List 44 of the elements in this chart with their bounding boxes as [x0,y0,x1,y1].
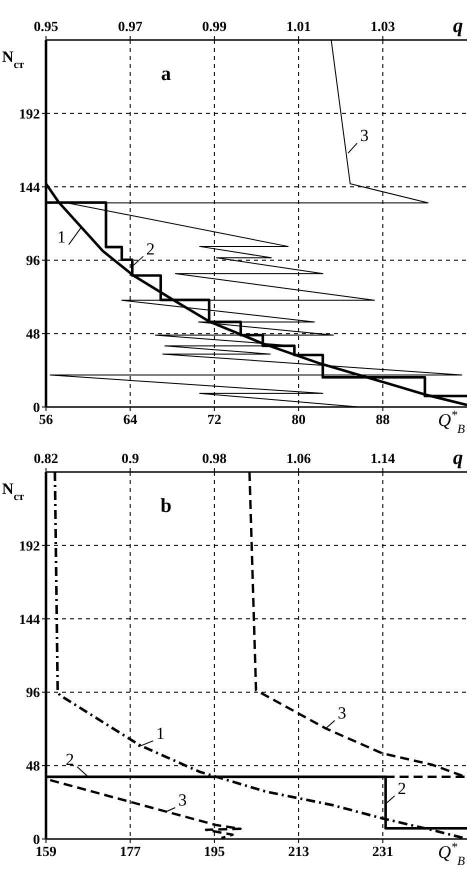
x-tick-label: 72 [207,413,222,428]
x2-tick-label: 0.98 [202,452,227,467]
x2-axis-title: q [453,15,463,37]
y-tick-label: 48 [26,328,40,343]
x-tick-label: 56 [39,413,53,428]
annotation: 3 [178,790,187,810]
annotation: 3 [360,126,369,146]
y-tick-label: 192 [19,107,40,122]
annotation: 1 [57,228,66,247]
x2-tick-label: 1.14 [370,452,396,467]
x2-tick-label: 0.95 [34,20,58,35]
y-tick-label: 144 [19,180,40,196]
y-tick-label: 0 [33,833,40,848]
y-tick-label: 0 [33,401,40,416]
x2-axis-title: q [453,447,463,469]
x-tick-label: 80 [292,413,306,428]
x2-tick-label: 0.9 [121,452,139,467]
x-tick-label: 231 [372,845,394,860]
x2-tick-label: 1.03 [370,20,396,35]
annotation: 2 [146,239,155,258]
x2-tick-label: 1.06 [286,452,311,467]
annotation: 2 [66,750,74,769]
text: a [161,63,171,85]
y-tick-label: 96 [26,686,40,702]
text: b [160,495,172,517]
y-axis-title: N$_{ст}$ [2,49,25,71]
x-tick-label: 159 [36,845,56,860]
annotation: 2 [398,778,406,798]
x-tick-label: 177 [120,845,141,860]
y-axis-title: N$_{ст}$ [2,481,25,503]
y-tick-label: 144 [19,612,40,628]
annotation: 1 [156,724,165,743]
y-tick-label: 192 [19,539,40,554]
annotation: 3 [338,703,346,722]
x-tick-label: 64 [123,413,138,428]
x2-tick-label: 0.99 [202,20,227,35]
x-tick-label: 213 [288,845,310,860]
x-tick-label: 88 [376,413,390,428]
y-tick-label: 48 [26,760,40,775]
x2-tick-label: 1.01 [286,20,311,35]
x-tick-label: 195 [204,845,225,860]
x2-tick-label: 0.82 [34,452,58,467]
x2-tick-label: 0.97 [118,20,142,35]
y-tick-label: 96 [26,254,40,270]
